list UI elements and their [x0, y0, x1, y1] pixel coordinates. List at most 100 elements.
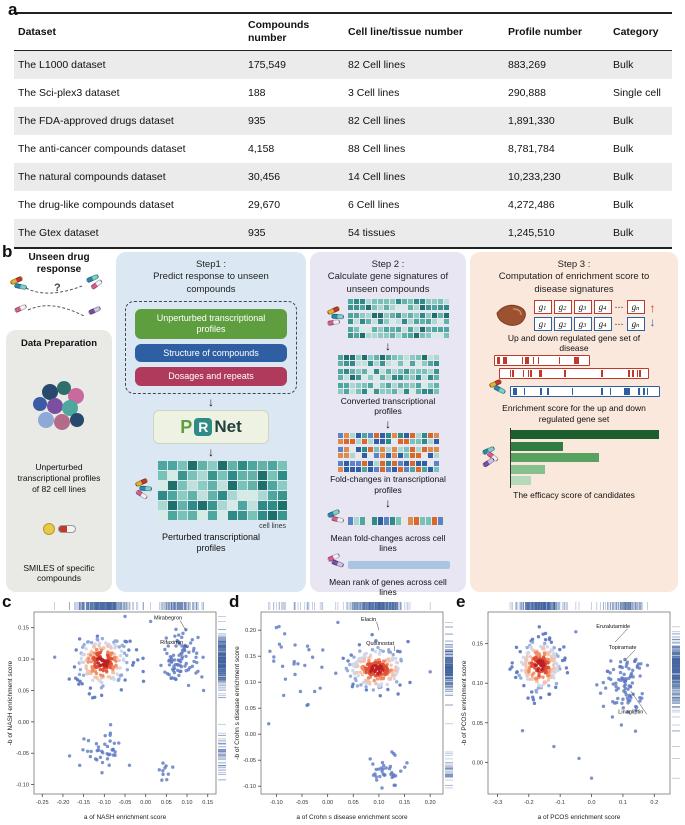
svg-text:-0.05: -0.05: [119, 800, 132, 806]
table-cell: 1,891,330: [508, 115, 555, 128]
svg-text:0.15: 0.15: [472, 642, 483, 648]
svg-text:-b of NASH enrichment score: -b of NASH enrichment score: [7, 660, 14, 745]
svg-text:Linagliptin: Linagliptin: [618, 709, 643, 715]
svg-text:0.10: 0.10: [245, 680, 256, 686]
panel-label-a: a: [8, 0, 18, 19]
dataset-table: Dataset Compounds number Cell line/tissue …: [14, 12, 672, 250]
profile-strip: [337, 382, 439, 394]
model-input-chip: Structure of compounds: [135, 343, 287, 363]
svg-text:-b of Crohn s disease enrichme: -b of Crohn s disease enrichment score: [234, 646, 241, 760]
table-cell: 82 Cell lines: [348, 115, 406, 128]
table-cell: 3 Cell lines: [348, 87, 400, 100]
svg-text:-0.10: -0.10: [98, 800, 111, 806]
svg-text:0.2: 0.2: [650, 800, 658, 806]
step3-subtitle: Computation of enrichment score to disea…: [498, 271, 650, 295]
table-cell: The Sci-plex3 dataset: [18, 87, 120, 100]
efficacy-label: The efficacy score of candidates: [513, 489, 635, 500]
model-inputs-box: Unperturbed transcriptional profiles Stru…: [125, 301, 297, 395]
scatter-nash: -0.25 -0.20 -0.15 -0.10 -0.05 0.00 0.05 0.10 0.1…: [4, 600, 231, 825]
svg-text:0.20: 0.20: [425, 800, 436, 806]
svg-text:0.05: 0.05: [161, 800, 172, 806]
table-row: The natural compounds dataset 30,456 14 Ce…: [14, 163, 672, 192]
svg-text:0.00: 0.00: [18, 720, 29, 726]
gene-rows: g 1 g 2 g 3 g 4… g n g 1 g 2 g 3 g 4… g n: [533, 300, 645, 332]
prnet-logo-p: P: [180, 416, 193, 437]
gene-cell: …: [614, 301, 624, 312]
unseen-profiles-strips: [326, 298, 450, 338]
svg-text:-0.10: -0.10: [243, 784, 256, 790]
efficacy-bar: [511, 430, 659, 440]
down-gene-barcode: [509, 385, 660, 397]
svg-text:0.10: 0.10: [373, 800, 384, 806]
capsule-icon: [57, 524, 76, 533]
svg-text:0.10: 0.10: [182, 800, 193, 806]
model-input-chip: Dosages and repeats: [135, 367, 287, 387]
down-arrow: ↓: [385, 495, 391, 510]
svg-text:0.00: 0.00: [472, 760, 483, 766]
svg-text:0.05: 0.05: [245, 706, 256, 712]
table-cell: 30,456: [248, 171, 281, 184]
pill-icon: [326, 552, 345, 575]
svg-text:0.10: 0.10: [18, 657, 29, 663]
up-arrow: ↑: [649, 301, 656, 316]
table-cell: 88 Cell lines: [348, 143, 406, 156]
efficacy-bar: [511, 464, 545, 474]
profile-strip: [348, 312, 450, 324]
up-gene-barcode-short: [494, 355, 590, 367]
enrichment-score-label: Enrichment score for the up and down reg…: [502, 403, 646, 424]
model-input-chip: Unperturbed transcriptional profiles: [135, 309, 287, 339]
gene-direction-arrows: ↑ ↓: [649, 301, 656, 329]
panel-label-d: d: [229, 592, 240, 611]
scatter-pcos: -0.3 -0.2 -0.1 0.0 0.1 0.2 0.00 0.05 0.10 0.15 a o…: [458, 600, 685, 825]
disease-gene-set: g 1 g 2 g 3 g 4… g n g 1 g 2 g 3 g 4… g n ↑ ↓: [493, 300, 656, 332]
step3-panel: Step 3 : Computation of enrichment score…: [470, 252, 678, 592]
efficacy-bar: [511, 453, 599, 463]
prnet-logo-r: R: [194, 418, 213, 437]
table-cell: Single cell: [613, 87, 661, 100]
pill-icon: [326, 305, 345, 328]
svg-text:Quisinostat: Quisinostat: [366, 641, 394, 647]
table-cell: Bulk: [613, 199, 634, 212]
profile-strip: [337, 354, 439, 366]
profile-strip: [337, 368, 439, 380]
question-mark: ?: [54, 282, 61, 294]
table-header: Compounds number: [244, 12, 344, 52]
svg-text:0.15: 0.15: [399, 800, 410, 806]
svg-text:0.20: 0.20: [245, 628, 256, 634]
svg-text:-0.10: -0.10: [270, 800, 283, 806]
table-cell: The anti-cancer compounds dataset: [18, 143, 186, 156]
svg-text:-0.3: -0.3: [493, 800, 503, 806]
pill-icon: [9, 275, 28, 298]
svg-text:0.05: 0.05: [472, 721, 483, 727]
svg-text:-0.20: -0.20: [57, 800, 70, 806]
table-cell: 54 tissues: [344, 219, 504, 250]
table-row: The drug-like compounds dataset 29,670 6 C…: [14, 191, 672, 219]
mean-fold-strip: [348, 516, 450, 525]
table-cell: 290,888: [508, 87, 546, 100]
profile-strip: [348, 326, 450, 338]
table-cell: 29,670: [248, 199, 281, 212]
pill-icon: [85, 273, 104, 296]
smiles-label: SMILES of specific compounds: [23, 562, 95, 584]
mean-fold-label: Mean fold-changes across cell lines: [330, 532, 446, 553]
table-row: The Gtex dataset 935 54 tissues 1,245,510 Bu…: [14, 219, 672, 250]
svg-text:Topiramate: Topiramate: [609, 645, 637, 651]
table-cell: The Gtex dataset: [14, 219, 244, 250]
table-cell: 1,245,510: [504, 219, 609, 250]
table-cell: Bulk: [613, 59, 634, 72]
svg-text:-0.10: -0.10: [16, 783, 29, 789]
perturbed-heatmap-row: [134, 460, 287, 520]
down-arrow: ↓: [208, 395, 214, 410]
table-cell: 8,781,784: [508, 143, 555, 156]
prnet-logo-net: Net: [214, 417, 242, 437]
smiles-icons: [42, 522, 76, 535]
svg-text:-0.15: -0.15: [77, 800, 90, 806]
perturbed-profiles-label: Perturbed transcriptional profiles: [161, 532, 261, 554]
pill-icon: [87, 305, 106, 328]
efficacy-bar: [511, 441, 563, 451]
pill-icon: [134, 477, 153, 501]
